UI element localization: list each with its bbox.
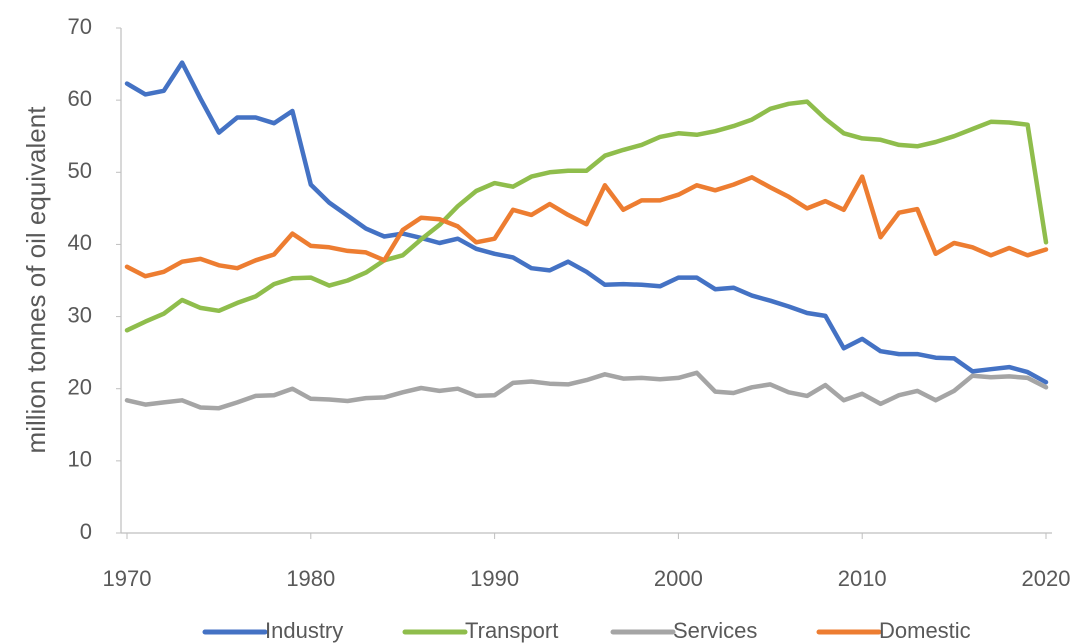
y-tick-label: 70 [68,14,92,39]
x-tick-label: 1970 [103,566,152,591]
x-tick-label: 2010 [838,566,887,591]
y-tick-label: 20 [68,375,92,400]
y-tick-label: 60 [68,86,92,111]
y-axis-label: million tonnes of oil equivalent [21,106,51,454]
y-tick-label: 10 [68,447,92,472]
x-tick-label: 2020 [1022,566,1071,591]
y-tick-label: 40 [68,230,92,255]
series-line [124,60,1049,385]
y-tick-label: 30 [68,302,92,327]
legend-label: Transport [465,618,558,643]
x-tick-label: 1990 [470,566,519,591]
series-line [124,370,1049,411]
legend-label: Domestic [879,618,971,643]
y-tick-label: 50 [68,158,92,183]
legend-label: Services [673,618,757,643]
x-tick-label: 1980 [286,566,335,591]
series-line [124,99,1049,333]
series-line [124,174,1049,279]
legend-label: Industry [265,618,343,643]
x-tick-label: 2000 [654,566,703,591]
y-tick-label: 0 [80,519,92,544]
